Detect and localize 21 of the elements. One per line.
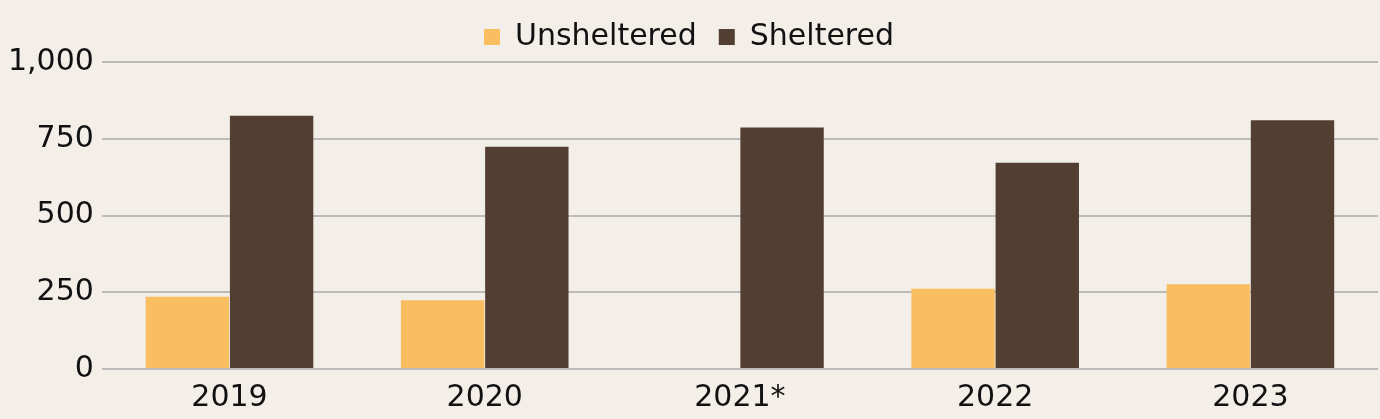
bar	[485, 146, 569, 368]
bar	[400, 300, 485, 368]
bar	[145, 296, 230, 368]
y-tick-label: 750	[36, 118, 94, 154]
bar	[911, 288, 995, 368]
x-tick-label: 2020	[446, 377, 523, 413]
legend-label: Sheltered	[749, 16, 895, 52]
x-tick-label: 2021*	[694, 377, 786, 413]
y-tick-label: 500	[36, 195, 94, 231]
y-tick-label: 250	[36, 272, 94, 308]
x-tick-label: 2019	[191, 377, 268, 413]
y-tick-label: 0	[74, 348, 94, 384]
bar	[740, 127, 824, 368]
legend-label: Unsheltered	[514, 16, 697, 52]
bar	[1166, 284, 1250, 368]
y-tick-label: 1,000	[7, 41, 94, 77]
bar	[995, 162, 1079, 368]
x-tick-label: 2023	[1212, 377, 1289, 413]
bar	[229, 115, 314, 368]
bar	[1250, 120, 1335, 368]
x-tick-label: 2022	[956, 377, 1034, 413]
